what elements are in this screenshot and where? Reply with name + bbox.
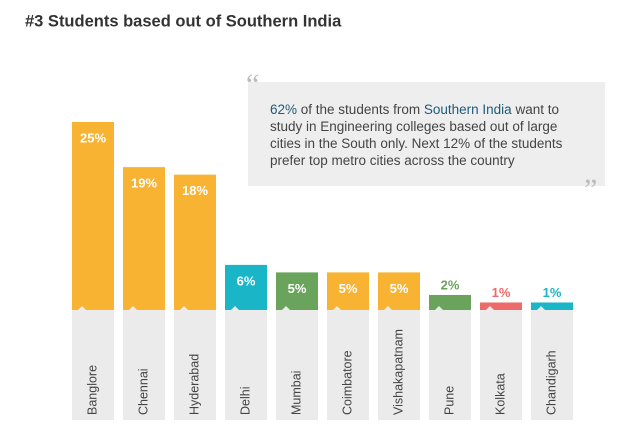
bar-notch bbox=[435, 306, 443, 310]
value-label: 5% bbox=[339, 281, 358, 296]
category-panel bbox=[123, 310, 165, 420]
category-label: Mumbai bbox=[289, 371, 303, 415]
bar-notch bbox=[180, 306, 188, 310]
category-label: Vishakapatnam bbox=[391, 329, 405, 415]
value-label: 5% bbox=[390, 281, 409, 296]
value-label: 6% bbox=[237, 273, 256, 288]
bar-notch bbox=[231, 306, 239, 310]
value-label: 1% bbox=[492, 285, 511, 300]
category-label: Chennai bbox=[136, 368, 150, 415]
quote-close: ” bbox=[584, 173, 598, 206]
bar bbox=[174, 174, 216, 310]
value-label: 25% bbox=[80, 130, 106, 145]
bar bbox=[72, 122, 114, 310]
category-label: Chandigarh bbox=[544, 350, 558, 415]
bar bbox=[225, 264, 267, 310]
annotation-text: Southern India bbox=[423, 102, 512, 117]
annotation-text: of the students from bbox=[297, 102, 424, 117]
value-label: 18% bbox=[182, 183, 208, 198]
category-panel bbox=[72, 310, 114, 420]
value-label: 5% bbox=[288, 281, 307, 296]
quote-open: “ bbox=[246, 68, 260, 101]
bar bbox=[123, 167, 165, 310]
bar bbox=[429, 294, 471, 310]
category-panel bbox=[327, 310, 369, 420]
category-label: Delhi bbox=[238, 387, 252, 416]
category-label: Hyderabad bbox=[187, 354, 201, 415]
category-panel bbox=[174, 310, 216, 420]
bar-notch bbox=[78, 306, 86, 310]
bar bbox=[276, 272, 318, 310]
bar bbox=[480, 302, 522, 310]
bar-notch bbox=[333, 306, 341, 310]
chart-title: #3 Students based out of Southern India bbox=[25, 12, 342, 30]
category-panel bbox=[276, 310, 318, 420]
category-label: Pune bbox=[442, 386, 456, 415]
bar-notch bbox=[129, 306, 137, 310]
category-label: Banglore bbox=[85, 365, 99, 415]
annotation-text: 62% bbox=[270, 102, 298, 117]
bar bbox=[327, 272, 369, 310]
category-panel bbox=[225, 310, 267, 420]
bar-notch bbox=[537, 306, 545, 310]
annotation-box: 62% of the students from Southern India … bbox=[248, 82, 605, 186]
bar bbox=[378, 272, 420, 310]
value-label: 2% bbox=[441, 277, 460, 292]
category-label: Kolkata bbox=[493, 373, 507, 415]
value-label: 19% bbox=[131, 176, 157, 191]
category-label: Coimbatore bbox=[340, 350, 354, 415]
bar-notch bbox=[486, 306, 494, 310]
bar-notch bbox=[282, 306, 290, 310]
category-panel bbox=[429, 310, 471, 420]
bar-notch bbox=[384, 306, 392, 310]
bar bbox=[531, 302, 573, 310]
value-label: 1% bbox=[543, 285, 562, 300]
category-panel bbox=[480, 310, 522, 420]
annotation-text: want to study in Engineering colleges ba… bbox=[270, 102, 563, 168]
category-panel bbox=[378, 310, 420, 420]
category-panel bbox=[531, 310, 573, 420]
